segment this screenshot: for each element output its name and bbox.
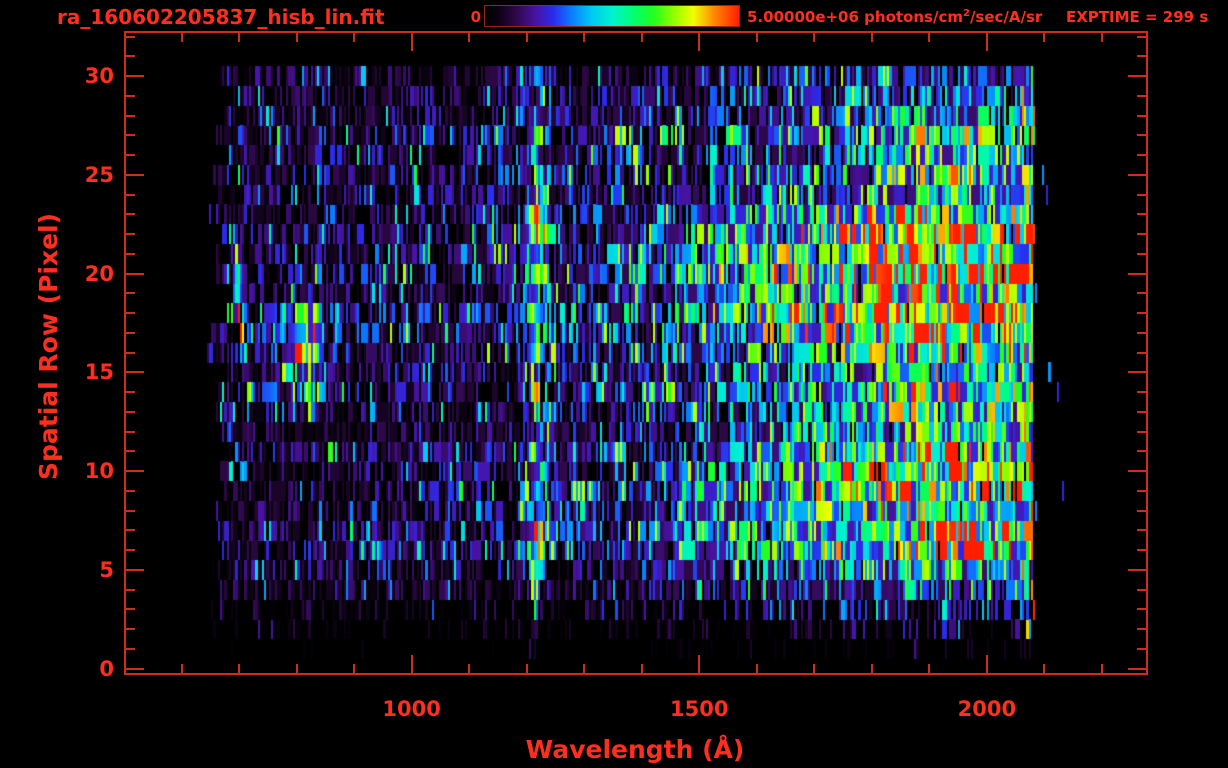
- colorbar-min-label: 0: [470, 8, 481, 26]
- x-tick-label: 1000: [382, 697, 441, 721]
- colorbar-max-superscript: 2: [962, 8, 970, 19]
- colorbar-max-prefix: 5.00000e+06 photons/cm: [747, 8, 963, 26]
- y-tick-label: 0: [99, 656, 114, 681]
- y-axis-title: Spatial Row (Pixel): [34, 212, 63, 480]
- colorbar: [484, 5, 740, 27]
- x-tick-label: 2000: [957, 697, 1017, 721]
- file-title: ra_160602205837_hisb_lin.fit: [57, 5, 385, 29]
- spectral-heatmap: [126, 33, 1146, 673]
- y-tick-label: 25: [84, 162, 114, 187]
- y-tick-label: 5: [99, 557, 114, 582]
- x-axis-title: Wavelength (Å): [525, 735, 745, 764]
- y-tick-label: 30: [84, 64, 114, 89]
- exptime-label: EXPTIME = 299 s: [1066, 8, 1209, 26]
- colorbar-max-label: 5.00000e+06 photons/cm2/sec/A/sr: [747, 8, 1042, 26]
- x-tick-label: 1500: [670, 697, 729, 721]
- colorbar-max-suffix: /sec/A/sr: [969, 8, 1043, 26]
